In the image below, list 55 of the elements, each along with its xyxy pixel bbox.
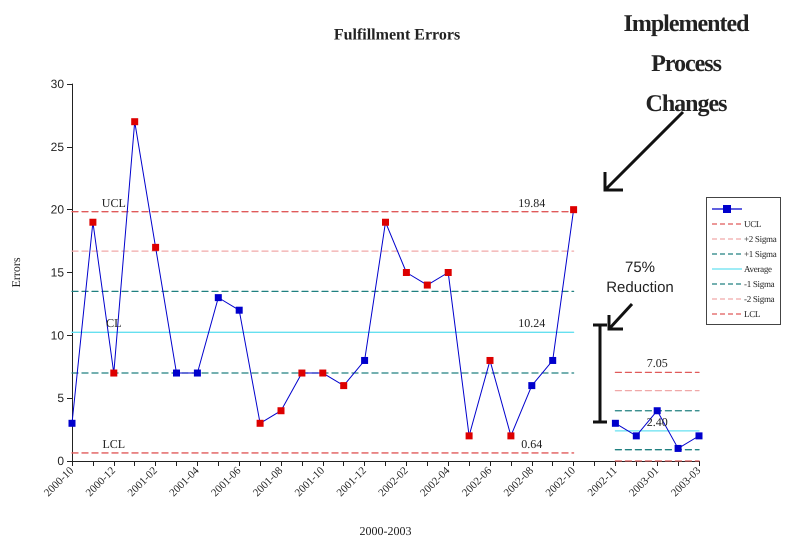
legend-label: +2 Sigma bbox=[744, 234, 776, 244]
y-tick-label: 10 bbox=[50, 328, 64, 342]
point bbox=[570, 206, 578, 214]
y-tick-label: 15 bbox=[50, 266, 64, 280]
point bbox=[654, 407, 661, 414]
annotation: 7.05 bbox=[646, 356, 668, 372]
point bbox=[612, 420, 619, 427]
x-axis-title: 2000-2003 bbox=[360, 524, 412, 538]
point bbox=[424, 282, 431, 289]
legend-label: Average bbox=[744, 264, 772, 274]
legend-label: -2 Sigma bbox=[744, 294, 774, 304]
point bbox=[444, 269, 452, 276]
point bbox=[528, 382, 536, 390]
y-axis-title: Errors bbox=[9, 257, 23, 288]
annotation: 19.84 bbox=[518, 196, 546, 211]
legend-label: LCL bbox=[744, 308, 762, 318]
y-tick-label: 30 bbox=[50, 77, 64, 91]
point bbox=[152, 244, 160, 251]
point bbox=[402, 269, 410, 276]
point bbox=[319, 370, 326, 377]
annotation: UCL bbox=[102, 196, 126, 211]
point bbox=[382, 218, 389, 226]
annotation: Implemented Process Changes bbox=[622, 10, 750, 119]
annotation: 0.64 bbox=[521, 436, 542, 452]
point bbox=[340, 382, 348, 390]
point bbox=[194, 370, 201, 377]
point bbox=[214, 294, 222, 302]
y-tick-label: 20 bbox=[50, 202, 64, 217]
y-tick-label: 5 bbox=[57, 391, 64, 406]
point bbox=[507, 432, 514, 440]
point bbox=[256, 420, 264, 427]
point bbox=[236, 306, 243, 314]
annotation: 75% Reduction bbox=[605, 258, 675, 298]
point bbox=[131, 118, 138, 126]
point bbox=[110, 370, 118, 377]
point bbox=[68, 420, 76, 427]
point bbox=[466, 432, 473, 440]
point bbox=[298, 370, 306, 377]
annotation: LCL bbox=[102, 436, 126, 452]
point bbox=[549, 356, 556, 364]
point bbox=[361, 356, 368, 364]
point bbox=[89, 218, 96, 226]
y-tick-label: 0 bbox=[57, 454, 64, 468]
annotation: 10.24 bbox=[518, 316, 546, 332]
y-tick-label: 25 bbox=[50, 140, 64, 154]
point bbox=[173, 370, 180, 377]
chart-title: Fulfillment Errors bbox=[334, 26, 460, 44]
point bbox=[486, 356, 494, 364]
legend-label: UCL bbox=[744, 218, 762, 228]
legend-label: +1 Sigma bbox=[744, 248, 776, 258]
point bbox=[632, 432, 640, 440]
point bbox=[278, 407, 284, 414]
point bbox=[696, 432, 702, 440]
point bbox=[674, 444, 682, 452]
legend-label: -1 Sigma bbox=[744, 278, 774, 288]
